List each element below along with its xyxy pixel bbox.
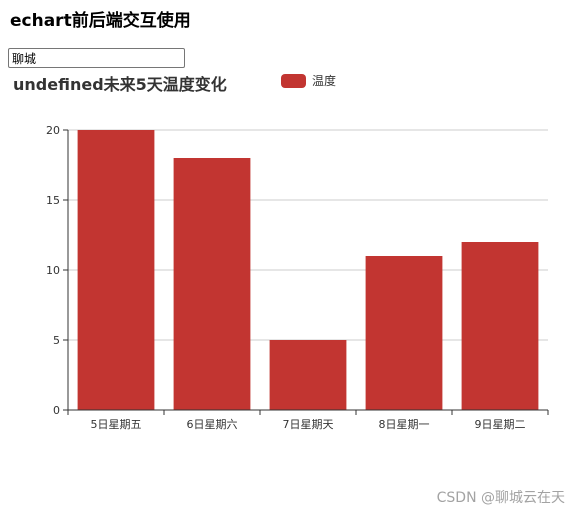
x-tick-label: 6日星期六: [187, 418, 238, 431]
y-tick-label: 0: [53, 404, 60, 417]
bar-3[interactable]: [269, 340, 347, 410]
chart-title: undefined未来5天温度变化: [13, 75, 227, 94]
y-tick-label: 5: [53, 334, 60, 347]
bar-4[interactable]: [365, 256, 443, 410]
csdn-watermark: CSDN @聊城云在天: [436, 490, 565, 506]
bar-5[interactable]: [461, 242, 539, 410]
x-tick-label: 8日星期一: [379, 418, 430, 431]
chart-bars: [77, 130, 539, 410]
city-search-input[interactable]: [8, 48, 185, 68]
chart-legend[interactable]: 温度: [281, 73, 336, 88]
bar-1[interactable]: [77, 130, 155, 410]
y-tick-label: 10: [46, 264, 60, 277]
x-tick-label: 7日星期天: [283, 418, 334, 431]
legend-label[interactable]: 温度: [312, 73, 336, 88]
bar-2[interactable]: [173, 158, 251, 410]
page-title: echart前后端交互使用: [10, 11, 191, 31]
legend-swatch[interactable]: [281, 74, 306, 88]
y-tick-label: 15: [46, 194, 60, 207]
x-tick-label: 9日星期二: [475, 418, 526, 431]
x-tick-label: 5日星期五: [91, 418, 142, 431]
y-tick-label: 20: [46, 124, 60, 137]
chart-axes: 0 5 10 15 20 5日星期五 6日星期六 7日星期天 8日星期一 9日星期二: [46, 124, 549, 431]
